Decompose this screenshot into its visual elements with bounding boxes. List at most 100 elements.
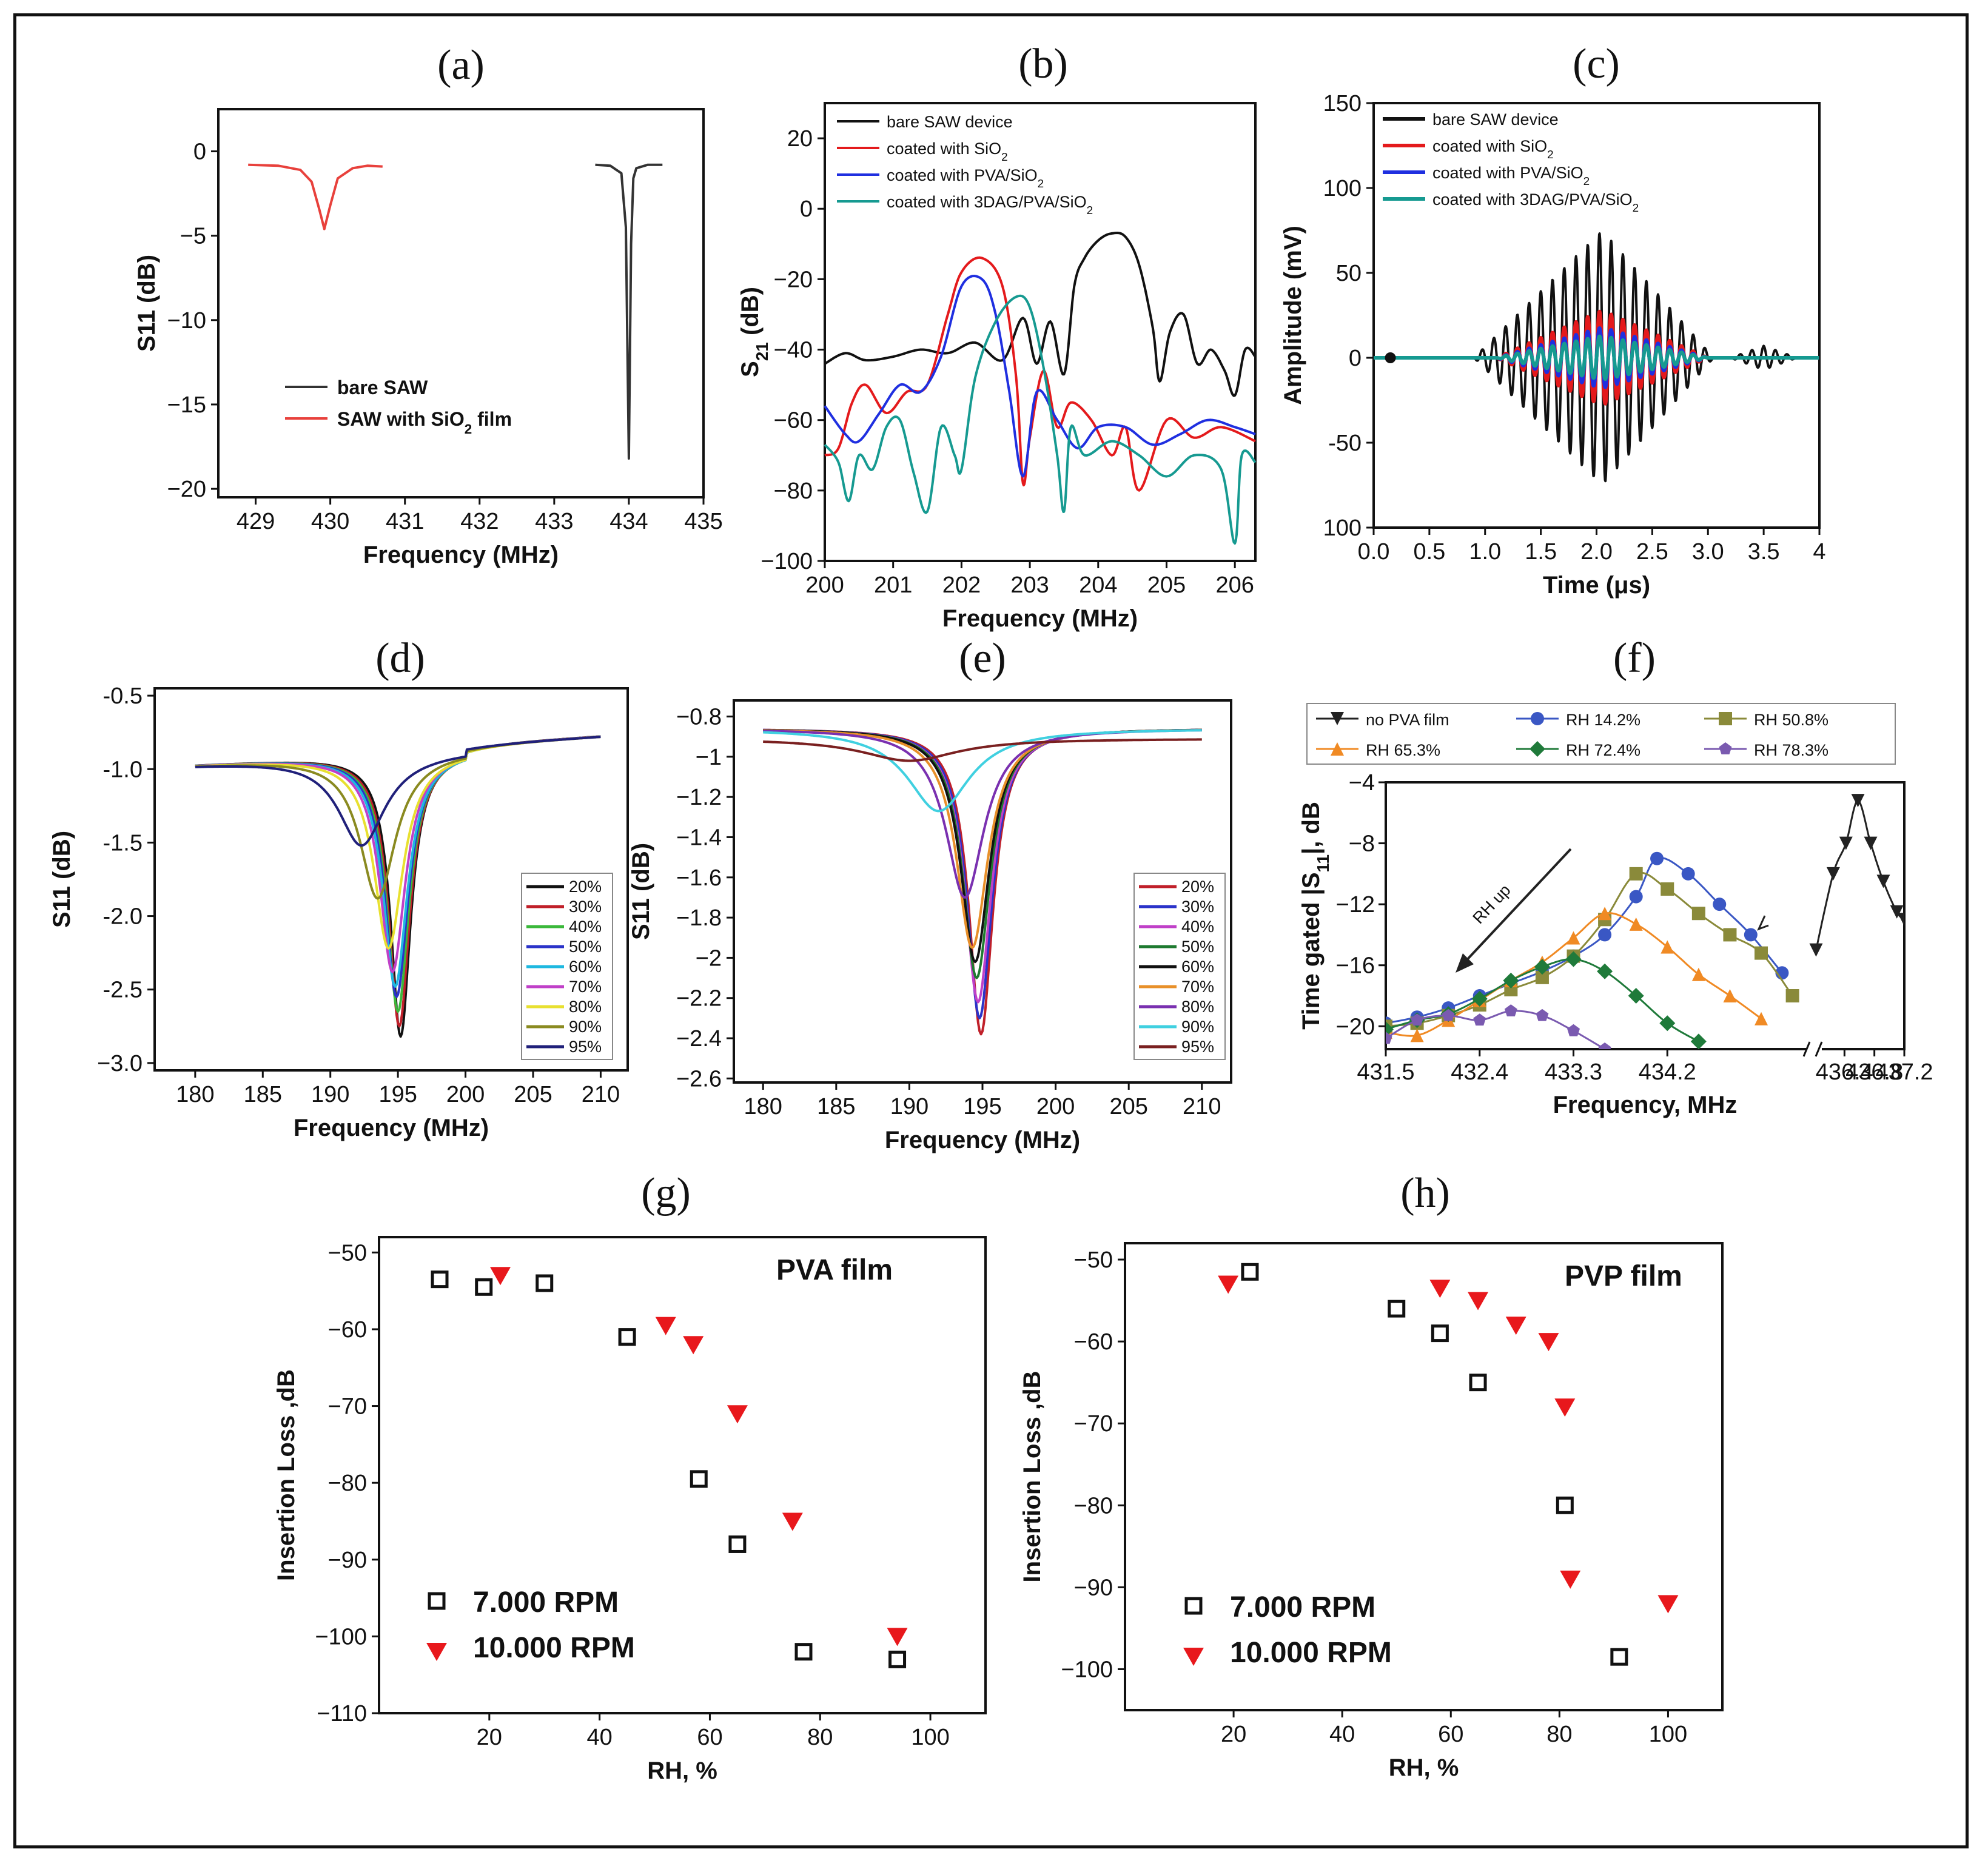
rh-up-label: RH up [1469, 881, 1514, 927]
x-tick-label: 431 [386, 509, 424, 534]
film-label: PVA film [776, 1254, 893, 1286]
legend-label: RH 78.3% [1754, 741, 1828, 759]
panel-c: (c) 0.0 0.5 1.0 1.5 2.0 2.5 3.0 3.5 4 150 100 50 0 -50… [1280, 41, 1826, 599]
y-tick-label: -0.5 [103, 683, 143, 709]
panel-title: (h) [1400, 1170, 1450, 1217]
y-tick-label: −3.0 [97, 1051, 143, 1076]
data-point [1629, 867, 1643, 881]
panel-e: (e) 180 185 190 195 200 205 210 −0.8 −1 −1.2 −1.4 −1… [628, 635, 1232, 1153]
x-tick-label: 180 [176, 1082, 214, 1107]
legend-label: 95% [569, 1038, 602, 1056]
y-tick-label: −20 [1336, 1014, 1375, 1039]
x-tick-label: 2.5 [1636, 539, 1668, 565]
x-tick-label: 429 [237, 509, 275, 534]
legend-label: 20% [1181, 878, 1214, 896]
x-axis-label: Frequency (MHz) [363, 542, 559, 568]
y-tick-label: −60 [1074, 1329, 1113, 1355]
data-point [1504, 1004, 1517, 1016]
series-line [824, 256, 1256, 492]
plot-area [1386, 794, 1904, 1049]
legend-label: coated with SiO2 [887, 139, 1008, 164]
data-point [1505, 1317, 1526, 1335]
y-tick-label: −2.2 [676, 986, 722, 1012]
legend-label: 20% [569, 878, 602, 896]
data-point [1755, 946, 1768, 960]
data-point [1556, 1496, 1574, 1514]
y-tick-label: −16 [1336, 953, 1375, 979]
x-tick-label: 435 [684, 509, 722, 534]
data-point [1713, 898, 1727, 911]
y-tick-label: −5 [180, 224, 206, 249]
data-point [1530, 741, 1545, 757]
x-tick-label: 1.0 [1469, 539, 1501, 565]
series-line [1386, 857, 1783, 1024]
origin-marker [1385, 352, 1396, 363]
x-tick-label: 434.2 [1639, 1059, 1696, 1085]
x-tick-label: 185 [244, 1082, 282, 1107]
data-point [1744, 928, 1758, 942]
data-point [1809, 943, 1823, 957]
x-tick-label: 205 [514, 1082, 552, 1107]
data-point [1431, 1324, 1449, 1343]
plot-frame [1124, 1242, 1724, 1711]
data-point [1719, 742, 1732, 754]
data-point [1442, 1009, 1455, 1021]
y-tick-label: -2.5 [103, 978, 143, 1003]
data-point [1567, 931, 1580, 945]
x-tick-label: 210 [1183, 1094, 1221, 1119]
legend-label: 70% [1181, 978, 1214, 996]
legend-label: coated with PVA/SiO2 [887, 166, 1044, 190]
x-tick-label: 195 [963, 1094, 1001, 1119]
x-tick-label: 100 [911, 1725, 949, 1750]
series-line [195, 736, 601, 847]
legend-label: 90% [569, 1018, 602, 1036]
y-tick-label: −50 [1074, 1247, 1113, 1273]
x-tick-label: 2.0 [1580, 539, 1613, 565]
panel-title: (c) [1573, 41, 1620, 87]
plot-frame [153, 687, 629, 1072]
x-tick-label: 205 [1147, 572, 1186, 598]
y-tick-label: −1 [696, 745, 722, 770]
legend: 7.000 RPM 10.000 RPM [1183, 1591, 1392, 1669]
legend-label: bare SAW device [1432, 110, 1559, 129]
panel-title: (b) [1018, 41, 1068, 87]
x-tick-label: 60 [1438, 1722, 1463, 1747]
plot-frame [824, 102, 1257, 562]
data-point [1719, 712, 1732, 725]
data-point [1565, 951, 1582, 967]
x-tick-label: 0.0 [1358, 539, 1390, 565]
y-tick-label: -1.0 [103, 757, 143, 782]
data-point [1184, 1597, 1203, 1615]
y-axis-label: Amplitude (mV) [1280, 226, 1306, 405]
data-point [655, 1317, 676, 1335]
figure-frame [13, 13, 1969, 1848]
data-point [1331, 712, 1344, 725]
y-tick-label: −70 [1074, 1411, 1113, 1437]
panel-a: (a) 429 430 431 432 433 434 435 0 −5 −10 −15 −20 Freq… [133, 42, 723, 568]
x-tick-label: 433 [535, 509, 573, 534]
series-line [248, 163, 383, 230]
y-tick-label: −2.4 [676, 1026, 722, 1052]
plot-frame [1385, 781, 1906, 1050]
x-tick-label: 0.5 [1413, 539, 1445, 565]
data-point [1864, 836, 1878, 850]
panel-title: (e) [959, 635, 1006, 682]
data-point [1538, 1333, 1559, 1352]
x-tick-label: 40 [1329, 1722, 1355, 1747]
data-point [1469, 1374, 1487, 1392]
legend-label: 80% [1181, 998, 1214, 1016]
legend: no PVA film RH 14.2% RH 50.8% RH 65.3% RH 72… [1306, 703, 1896, 765]
x-tick-label: 80 [1546, 1722, 1572, 1747]
x-tick-label: 190 [311, 1082, 349, 1107]
panel-h: (h) 20 40 60 80 100 −50 −60 −70 −80 −90 −100 RH, % In… [1019, 1170, 1724, 1781]
x-axis-label: Frequency (MHz) [885, 1127, 1080, 1153]
x-axis-label: RH, % [647, 1757, 717, 1784]
y-axis-label: S11 (dB) [133, 255, 160, 352]
legend-label: RH 72.4% [1566, 741, 1640, 759]
x-axis-label: Frequency (MHz) [942, 605, 1138, 632]
y-tick-label: −100 [315, 1624, 367, 1650]
series-line [763, 729, 1202, 813]
x-axis-label: RH, % [1389, 1754, 1459, 1781]
peak-arrow [1757, 915, 1769, 931]
data-point [1691, 907, 1705, 921]
